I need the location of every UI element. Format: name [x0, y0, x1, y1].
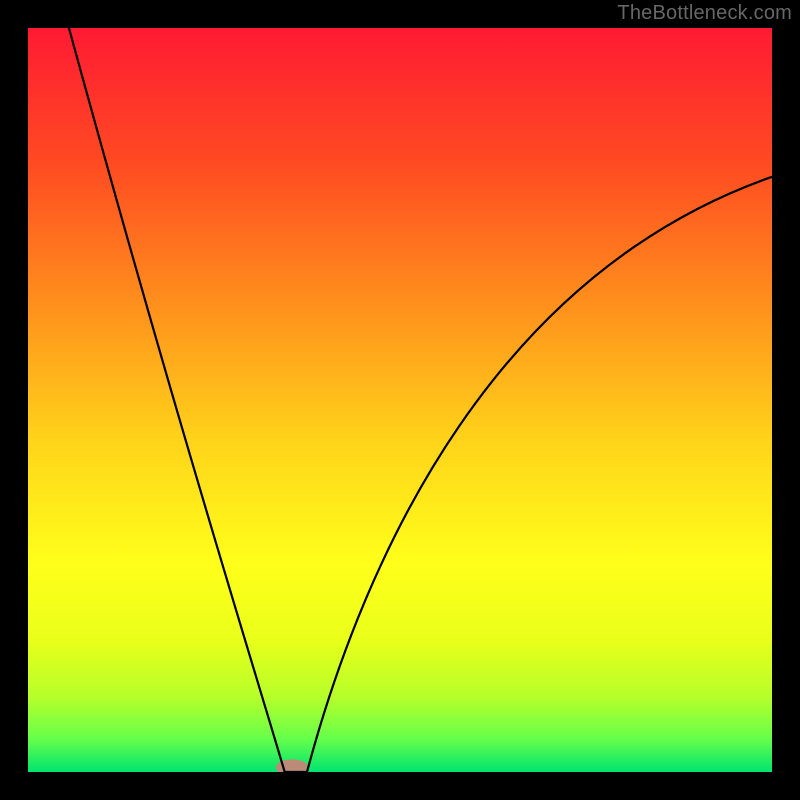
gradient-background — [28, 28, 772, 772]
plot-area — [28, 28, 772, 772]
chart-container: TheBottleneck.com — [0, 0, 800, 800]
bottleneck-chart — [28, 28, 772, 772]
watermark-text: TheBottleneck.com — [617, 2, 792, 25]
